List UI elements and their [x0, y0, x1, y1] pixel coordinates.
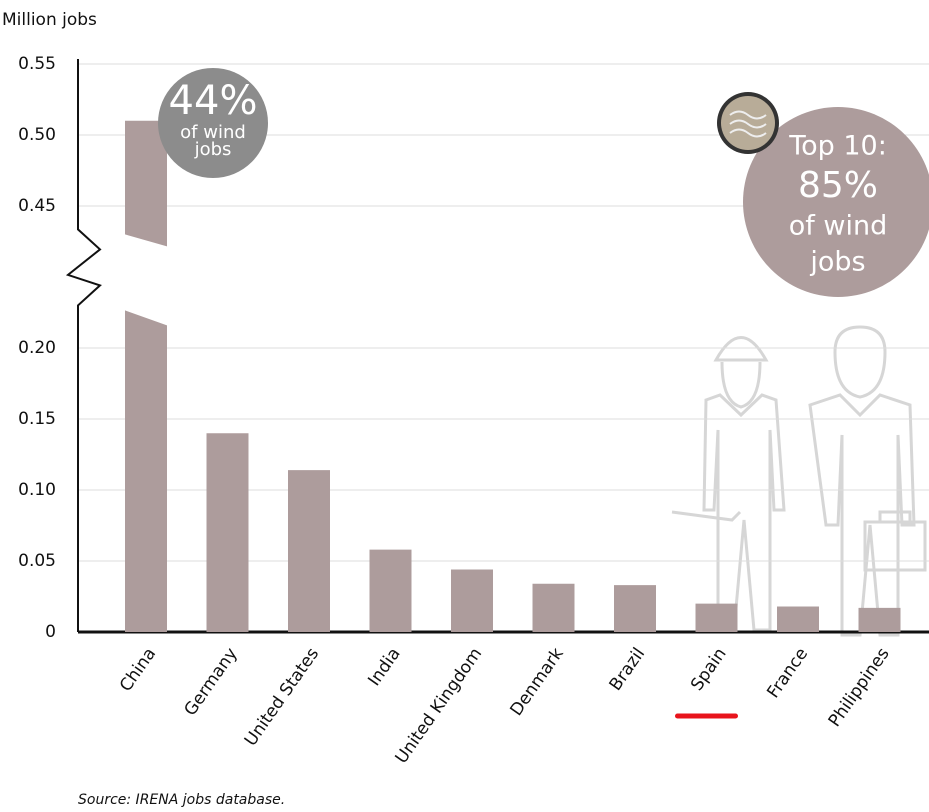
- annotation-text: 85%: [798, 165, 878, 206]
- annotation-text: of wind: [180, 122, 246, 143]
- worker-icons: [671, 325, 927, 637]
- x-tick-label: Brazil: [606, 644, 650, 694]
- y-tick-label: 0.50: [18, 125, 56, 145]
- icon-waves: [729, 110, 767, 138]
- bar: [125, 120, 167, 633]
- y-axis-label: Million jobs: [2, 10, 97, 30]
- y-tick-label: 0: [45, 622, 56, 642]
- bar: [451, 569, 493, 632]
- bar: [206, 433, 249, 632]
- bar: [288, 470, 330, 632]
- bar: [695, 603, 738, 632]
- y-tick-label: 0.15: [18, 409, 56, 429]
- bar: [532, 583, 575, 632]
- x-tick-label: Philippines: [825, 644, 894, 731]
- y-tick-label: 0.05: [18, 551, 56, 571]
- x-tick-label: United States: [241, 644, 323, 750]
- y-tick-label: 0.20: [18, 338, 56, 358]
- bar: [369, 549, 412, 632]
- y-axis: [65, 59, 102, 632]
- annotation-text: Top 10:: [788, 131, 887, 162]
- x-tick-label: Germany: [180, 644, 241, 719]
- annotation-text: jobs: [194, 139, 232, 160]
- annotation-text: of wind: [789, 211, 887, 242]
- x-tick-label: Spain: [687, 644, 731, 694]
- y-tick-label: 0.45: [18, 196, 56, 216]
- annotation-circle: [743, 107, 929, 297]
- x-tick-label: China: [116, 644, 160, 695]
- bar: [614, 585, 656, 632]
- x-tick-label: United Kingdom: [392, 644, 487, 767]
- x-tick-label: Denmark: [506, 644, 567, 720]
- x-tick-label: India: [364, 644, 404, 690]
- y-tick-label: 0.55: [18, 54, 56, 74]
- annotation-text: 44%: [169, 78, 258, 124]
- x-tick-label: France: [763, 644, 812, 702]
- bar: [777, 606, 819, 632]
- wind-icon: [717, 92, 779, 154]
- annotation-bubble: Top 10:85% of wind jobs: [743, 107, 929, 297]
- bar: [858, 607, 901, 632]
- y-tick-label: 0.10: [18, 480, 56, 500]
- source: Source: IRENA jobs database.: [78, 792, 285, 808]
- annotation-text: jobs: [809, 247, 865, 278]
- annotation-circle: [158, 68, 268, 178]
